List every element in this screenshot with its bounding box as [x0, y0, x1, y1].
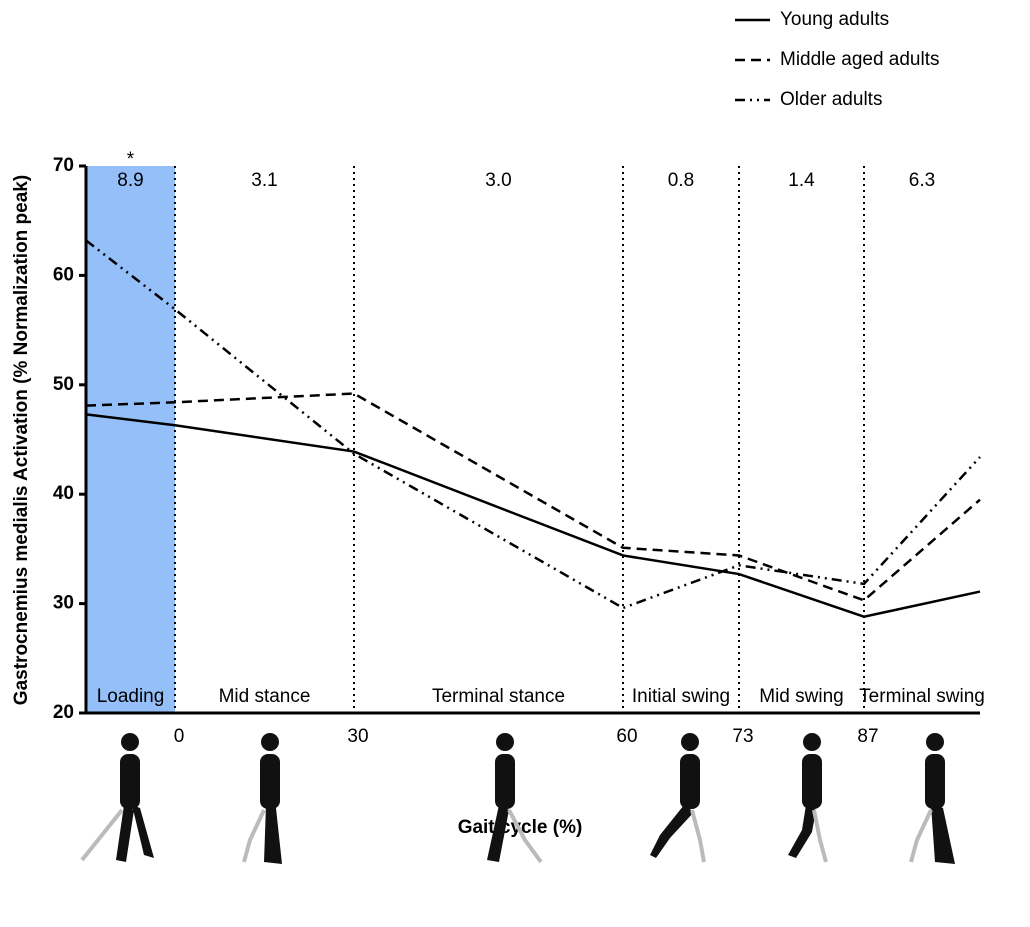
- series-line: [86, 414, 980, 616]
- series-line: [86, 394, 980, 601]
- phase-label: Mid swing: [759, 686, 843, 707]
- x-tick-label: 87: [857, 726, 878, 747]
- phase-label: Initial swing: [632, 686, 730, 707]
- walking-figures: [82, 733, 955, 864]
- y-tick-label: 60: [53, 264, 74, 285]
- x-tick-label: 30: [347, 726, 368, 747]
- phase-label: Mid stance: [219, 686, 311, 707]
- y-tick-label: 70: [53, 155, 74, 176]
- y-tick-label: 50: [53, 374, 74, 395]
- series-line: [86, 240, 980, 608]
- phase-statistic: 3.0: [485, 170, 511, 191]
- phase-statistic: 1.4: [788, 170, 815, 191]
- phase-shade: [86, 166, 175, 713]
- chart: Gait cycle (%) Gastrocnemius medialis Ac…: [0, 0, 1030, 927]
- significance-marker: *: [127, 149, 135, 170]
- x-tick-label: 73: [732, 726, 753, 747]
- x-tick-label: 0: [174, 726, 185, 747]
- phase-statistic: 8.9: [117, 170, 143, 191]
- phase-label: Loading: [97, 686, 165, 707]
- y-tick-label: 40: [53, 483, 74, 504]
- y-tick-label: 20: [53, 702, 74, 723]
- phase-statistic: 6.3: [909, 170, 935, 191]
- phase-label: Terminal swing: [859, 686, 985, 707]
- x-tick-label: 60: [616, 726, 637, 747]
- legend-label: Young adults: [780, 9, 889, 30]
- y-axis-title: Gastrocnemius medialis Activation (% Nor…: [11, 175, 32, 705]
- y-tick-label: 30: [53, 593, 74, 614]
- legend-label: Older adults: [780, 89, 882, 110]
- phase-label: Terminal stance: [432, 686, 565, 707]
- phase-statistic: 3.1: [251, 170, 277, 191]
- phase-statistic: 0.8: [668, 170, 694, 191]
- legend-label: Middle aged adults: [780, 49, 940, 70]
